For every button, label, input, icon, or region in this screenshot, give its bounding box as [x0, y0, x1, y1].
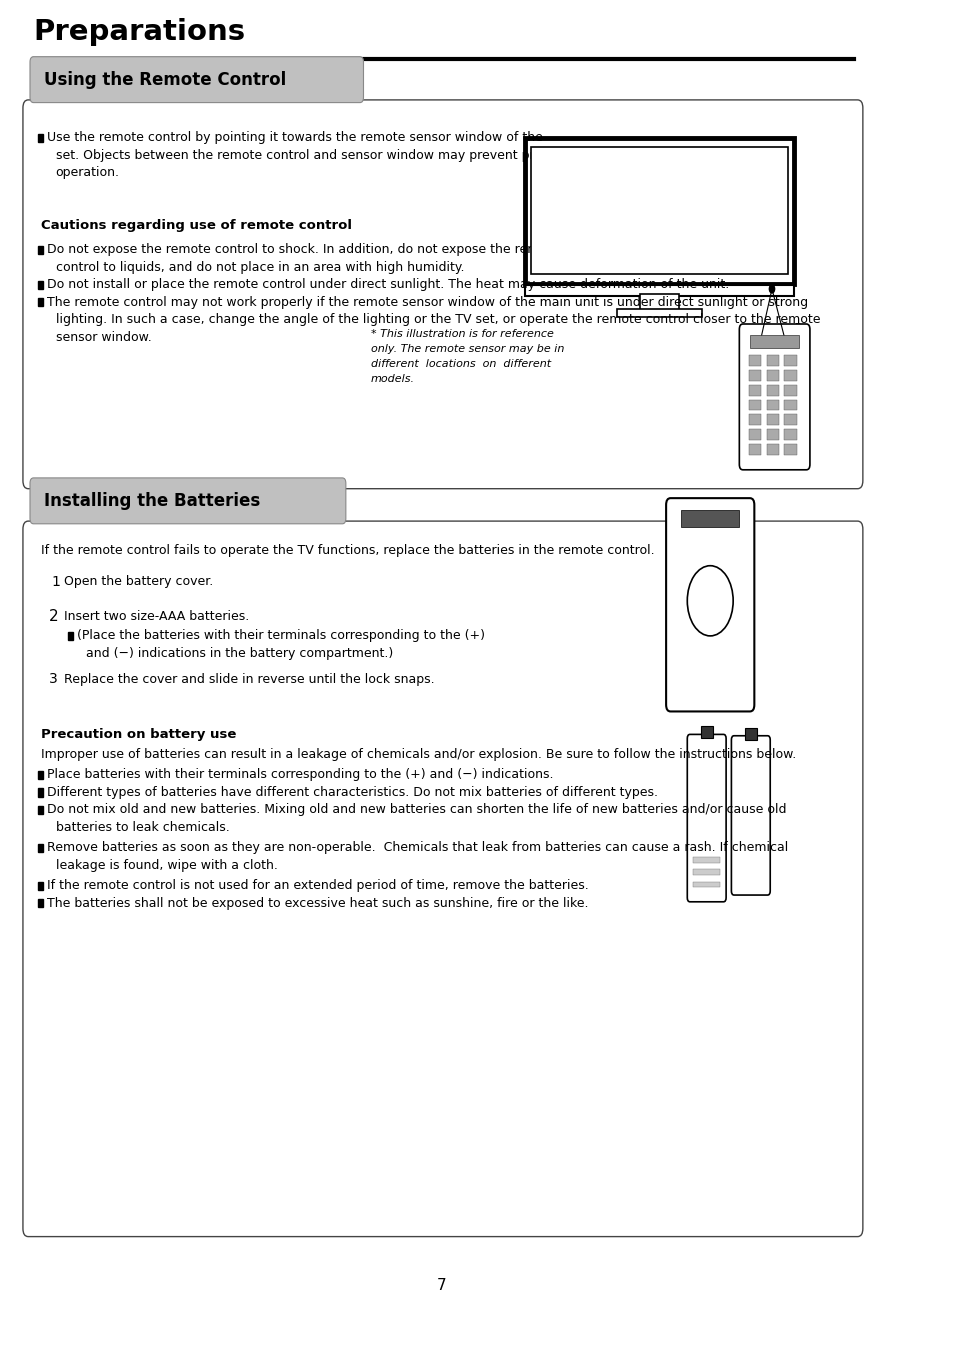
Bar: [748, 444, 760, 455]
Bar: [749, 335, 799, 348]
FancyBboxPatch shape: [30, 478, 346, 524]
Text: Insert two size-AAA batteries.: Insert two size-AAA batteries.: [64, 610, 249, 624]
Bar: [693, 869, 720, 875]
Bar: [766, 429, 779, 440]
Bar: [38, 806, 43, 814]
FancyBboxPatch shape: [686, 734, 725, 902]
Text: Installing the Batteries: Installing the Batteries: [44, 491, 260, 510]
Bar: [783, 355, 796, 366]
Text: (Place the batteries with their terminals corresponding to the (+): (Place the batteries with their terminal…: [76, 629, 484, 643]
Bar: [744, 728, 756, 740]
Bar: [783, 385, 796, 396]
Bar: [639, 294, 679, 310]
Bar: [680, 510, 739, 526]
Text: 7: 7: [436, 1277, 445, 1293]
Bar: [748, 429, 760, 440]
Text: leakage is found, wipe with a cloth.: leakage is found, wipe with a cloth.: [55, 859, 277, 872]
Text: Cautions regarding use of remote control: Cautions regarding use of remote control: [41, 219, 352, 232]
Circle shape: [768, 285, 774, 293]
Text: Open the battery cover.: Open the battery cover.: [64, 575, 213, 589]
Bar: [531, 147, 787, 274]
Text: Precaution on battery use: Precaution on battery use: [41, 728, 235, 741]
Text: batteries to leak chemicals.: batteries to leak chemicals.: [55, 821, 229, 834]
Text: Replace the cover and slide in reverse until the lock snaps.: Replace the cover and slide in reverse u…: [64, 672, 434, 686]
Text: * This illustration is for reference
only. The remote sensor may be in
different: * This illustration is for reference onl…: [370, 329, 563, 383]
Bar: [748, 414, 760, 425]
Text: 3: 3: [49, 672, 57, 686]
Text: Do not mix old and new batteries. Mixing old and new batteries can shorten the l: Do not mix old and new batteries. Mixing…: [47, 803, 785, 817]
Bar: [766, 355, 779, 366]
Text: control to liquids, and do not place in an area with high humidity.: control to liquids, and do not place in …: [55, 261, 463, 274]
Bar: [783, 414, 796, 425]
Bar: [783, 429, 796, 440]
Bar: [748, 370, 760, 381]
FancyBboxPatch shape: [739, 324, 809, 470]
Bar: [617, 309, 701, 317]
Text: Place batteries with their terminals corresponding to the (+) and (−) indication: Place batteries with their terminals cor…: [47, 768, 553, 782]
Bar: [748, 355, 760, 366]
Bar: [68, 632, 73, 640]
Text: If the remote control is not used for an extended period of time, remove the bat: If the remote control is not used for an…: [47, 879, 588, 892]
Text: lighting. In such a case, change the angle of the lighting or the TV set, or ope: lighting. In such a case, change the ang…: [55, 313, 820, 327]
Bar: [38, 281, 43, 289]
Bar: [38, 899, 43, 907]
Bar: [38, 771, 43, 779]
Bar: [748, 400, 760, 410]
Bar: [693, 882, 720, 887]
Text: Different types of batteries have different characteristics. Do not mix batterie: Different types of batteries have differ…: [47, 786, 657, 799]
Circle shape: [686, 566, 733, 636]
Bar: [693, 857, 720, 863]
Text: set. Objects between the remote control and sensor window may prevent proper: set. Objects between the remote control …: [55, 148, 561, 162]
Bar: [766, 370, 779, 381]
Text: 2: 2: [49, 609, 58, 625]
Text: sensor window.: sensor window.: [55, 331, 152, 344]
FancyBboxPatch shape: [731, 736, 769, 895]
Bar: [524, 138, 793, 284]
Text: If the remote control fails to operate the TV functions, replace the batteries i: If the remote control fails to operate t…: [41, 544, 654, 558]
FancyBboxPatch shape: [23, 100, 862, 489]
Bar: [38, 298, 43, 306]
Bar: [38, 882, 43, 890]
Bar: [38, 246, 43, 254]
FancyBboxPatch shape: [23, 521, 862, 1237]
Bar: [783, 444, 796, 455]
FancyBboxPatch shape: [30, 57, 363, 103]
Text: Using the Remote Control: Using the Remote Control: [44, 70, 286, 89]
Text: Do not expose the remote control to shock. In addition, do not expose the remote: Do not expose the remote control to shoc…: [47, 243, 558, 256]
Bar: [766, 400, 779, 410]
Text: 5m: 5m: [794, 323, 810, 333]
Text: 1: 1: [51, 575, 60, 589]
Text: The batteries shall not be exposed to excessive heat such as sunshine, fire or t: The batteries shall not be exposed to ex…: [47, 896, 588, 910]
Bar: [748, 385, 760, 396]
Bar: [524, 285, 793, 296]
Bar: [700, 726, 712, 738]
Text: The remote control may not work properly if the remote sensor window of the main: The remote control may not work properly…: [47, 296, 807, 309]
Bar: [38, 844, 43, 852]
Text: Remove batteries as soon as they are non-operable.  Chemicals that leak from bat: Remove batteries as soon as they are non…: [47, 841, 787, 855]
Bar: [38, 788, 43, 796]
Bar: [38, 134, 43, 142]
Text: Use the remote control by pointing it towards the remote sensor window of the: Use the remote control by pointing it to…: [47, 131, 542, 144]
Text: and (−) indications in the battery compartment.): and (−) indications in the battery compa…: [86, 647, 393, 660]
Bar: [766, 385, 779, 396]
Text: Do not install or place the remote control under direct sunlight. The heat may c: Do not install or place the remote contr…: [47, 278, 728, 292]
Bar: [766, 444, 779, 455]
Bar: [783, 400, 796, 410]
Text: operation.: operation.: [55, 166, 119, 180]
Bar: [766, 414, 779, 425]
Text: Preparations: Preparations: [33, 18, 245, 46]
Bar: [783, 370, 796, 381]
FancyBboxPatch shape: [665, 498, 754, 711]
Text: Improper use of batteries can result in a leakage of chemicals and/or explosion.: Improper use of batteries can result in …: [41, 748, 795, 761]
